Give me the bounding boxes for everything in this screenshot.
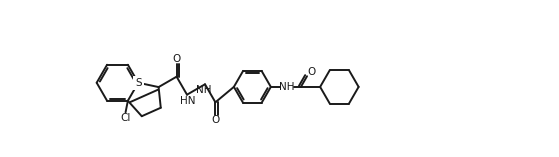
Text: NH: NH <box>196 85 212 95</box>
Text: HN: HN <box>180 96 196 106</box>
Text: NH: NH <box>280 82 295 92</box>
Text: S: S <box>135 78 141 88</box>
Text: O: O <box>211 115 220 125</box>
Text: Cl: Cl <box>120 113 131 123</box>
Text: O: O <box>307 67 316 77</box>
Text: O: O <box>173 54 181 64</box>
